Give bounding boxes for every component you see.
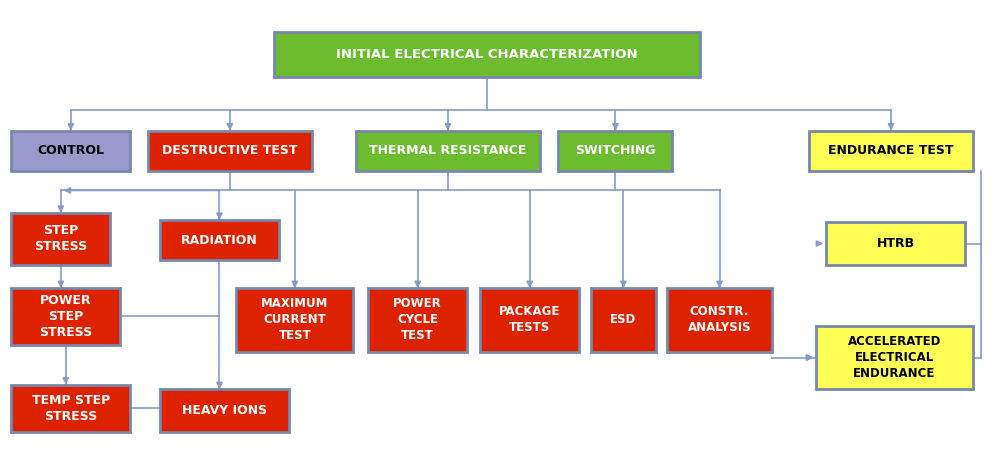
FancyBboxPatch shape	[816, 326, 973, 389]
Text: TEMP STEP
STRESS: TEMP STEP STRESS	[32, 394, 110, 423]
Text: POWER
STEP
STRESS: POWER STEP STRESS	[39, 294, 92, 339]
FancyBboxPatch shape	[480, 288, 580, 352]
FancyBboxPatch shape	[356, 131, 540, 171]
FancyBboxPatch shape	[148, 131, 312, 171]
Text: HEAVY IONS: HEAVY IONS	[182, 404, 267, 417]
Text: MAXIMUM
CURRENT
TEST: MAXIMUM CURRENT TEST	[261, 298, 328, 342]
Text: PACKAGE
TESTS: PACKAGE TESTS	[499, 306, 561, 334]
Text: ESD: ESD	[610, 314, 636, 326]
Text: DESTRUCTIVE TEST: DESTRUCTIVE TEST	[162, 144, 297, 157]
Text: INITIAL ELECTRICAL CHARACTERIZATION: INITIAL ELECTRICAL CHARACTERIZATION	[336, 48, 638, 61]
Text: STEP
STRESS: STEP STRESS	[34, 224, 87, 254]
FancyBboxPatch shape	[11, 213, 110, 265]
Text: ENDURANCE TEST: ENDURANCE TEST	[828, 144, 954, 157]
Text: HTRB: HTRB	[877, 237, 914, 250]
Text: CONTROL: CONTROL	[37, 144, 104, 157]
FancyBboxPatch shape	[591, 288, 656, 352]
FancyBboxPatch shape	[368, 288, 467, 352]
FancyBboxPatch shape	[668, 288, 771, 352]
Text: POWER
CYCLE
TEST: POWER CYCLE TEST	[394, 298, 442, 342]
FancyBboxPatch shape	[160, 220, 279, 260]
Text: SWITCHING: SWITCHING	[576, 144, 656, 157]
Text: ACCELERATED
ELECTRICAL
ENDURANCE: ACCELERATED ELECTRICAL ENDURANCE	[848, 335, 941, 380]
Text: RADIATION: RADIATION	[181, 234, 257, 246]
FancyBboxPatch shape	[11, 131, 130, 171]
FancyBboxPatch shape	[160, 389, 289, 432]
Text: CONSTR.
ANALYSIS: CONSTR. ANALYSIS	[688, 306, 751, 334]
FancyBboxPatch shape	[11, 288, 120, 345]
FancyBboxPatch shape	[826, 222, 965, 265]
FancyBboxPatch shape	[559, 131, 673, 171]
FancyBboxPatch shape	[274, 32, 700, 77]
Text: THERMAL RESISTANCE: THERMAL RESISTANCE	[369, 144, 527, 157]
FancyBboxPatch shape	[809, 131, 973, 171]
FancyBboxPatch shape	[237, 288, 353, 352]
FancyBboxPatch shape	[11, 385, 130, 432]
